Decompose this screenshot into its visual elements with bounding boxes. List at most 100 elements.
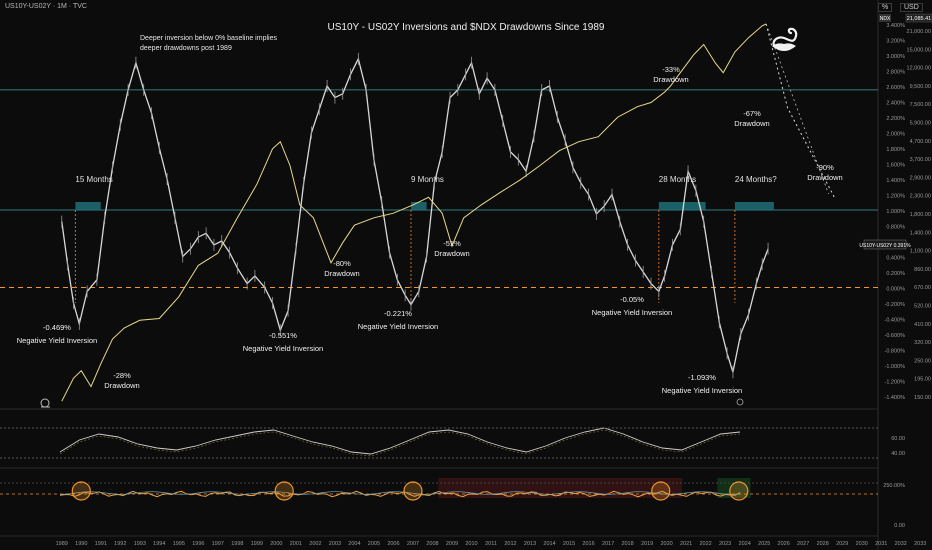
- inversion-value-label: -0.05%: [620, 295, 644, 304]
- right-axis-tick: 3,700.00: [910, 157, 931, 163]
- zone-box: [75, 202, 101, 210]
- ndx-series-line: [61, 23, 767, 402]
- right-axis-tick: 520.00: [914, 304, 931, 310]
- chart-note: Deeper inversion below 0% baseline impli…: [140, 35, 277, 42]
- left-axis-tick: -1.400%: [885, 395, 906, 401]
- inversion-text-label: Negative Yield Inversion: [358, 322, 438, 331]
- x-axis-tick: 2025: [758, 541, 770, 547]
- x-axis-tick: 2005: [368, 541, 380, 547]
- x-axis-tick: 2015: [563, 541, 575, 547]
- oscillator-1-tick: 60.00: [891, 436, 905, 442]
- left-axis-tick: 2.400%: [886, 101, 905, 107]
- swan-logo-icon: [772, 27, 798, 51]
- zone-label: 9 Months: [411, 175, 444, 184]
- zone-box: [658, 202, 706, 210]
- x-axis-tick: 2027: [797, 541, 809, 547]
- oscillator-2-tick: 0.00: [894, 523, 905, 529]
- right-axis-tick: 1,400.00: [910, 230, 931, 236]
- x-axis-tick: 2012: [504, 541, 516, 547]
- zone-box: [734, 202, 774, 210]
- inversion-text-label: Negative Yield Inversion: [592, 308, 672, 317]
- ndx-price-label: 21,085.41: [907, 16, 931, 22]
- drawdown-value-label: -33%: [662, 65, 680, 74]
- right-axis-tick: 21,000.00: [907, 29, 931, 35]
- x-axis-tick: 1994: [153, 541, 165, 547]
- x-axis-tick: 1999: [251, 541, 263, 547]
- usd-scale-button[interactable]: USD: [900, 3, 923, 12]
- left-axis-tick: 1.200%: [886, 194, 905, 200]
- drawdown-text-label: Drawdown: [104, 381, 139, 390]
- left-axis-tick: 2.800%: [886, 70, 905, 76]
- drawdown-text-label: Drawdown: [434, 249, 469, 258]
- left-axis-tick: 3.400%: [886, 23, 905, 29]
- zone-label: 15 Months: [75, 175, 112, 184]
- inversion-value-label: -0.551%: [269, 331, 297, 340]
- inversion-text-label: Negative Yield Inversion: [662, 386, 742, 395]
- right-axis-tick: 1,800.00: [910, 212, 931, 218]
- zone-label: 28 Months: [659, 175, 696, 184]
- x-axis-tick: 2020: [660, 541, 672, 547]
- oscillator-2-signal: [59, 491, 741, 495]
- x-axis-tick: 2016: [582, 541, 594, 547]
- percent-scale-button[interactable]: %: [878, 3, 893, 12]
- x-axis-tick: 2033: [914, 541, 926, 547]
- chart-note: deeper drawdowns post 1989: [140, 45, 232, 52]
- oscillator-1-tick: 40.00: [891, 451, 905, 457]
- zone-label: 24 Months?: [735, 175, 777, 184]
- x-axis-tick: 2013: [524, 541, 536, 547]
- x-axis-tick: 1997: [212, 541, 224, 547]
- x-axis-tick: 2004: [348, 541, 360, 547]
- inversion-value-label: -0.221%: [384, 309, 412, 318]
- x-axis-tick: 1998: [231, 541, 243, 547]
- right-axis-tick: 5,900.00: [910, 121, 931, 127]
- left-axis-tick: -0.800%: [885, 349, 906, 355]
- x-axis-tick: 2001: [290, 541, 302, 547]
- drawdown-value-label: -90%: [816, 163, 834, 172]
- x-axis-tick: 1990: [75, 541, 87, 547]
- projected-drawdown-path: [765, 23, 829, 194]
- left-axis-tick: 1.600%: [886, 163, 905, 169]
- right-axis-tick: 860.00: [914, 267, 931, 273]
- zone-box: [411, 202, 427, 210]
- right-axis-tick: 2,900.00: [910, 175, 931, 181]
- inversion-text-label: Negative Yield Inversion: [17, 336, 97, 345]
- x-axis-tick: 2024: [739, 541, 751, 547]
- right-axis-tick: 250.00: [914, 358, 931, 364]
- x-axis-tick: 2000: [270, 541, 282, 547]
- ndx-price-tag: [905, 13, 932, 23]
- spread-price-tag: [863, 239, 907, 250]
- right-axis-tick: 1,100.00: [910, 249, 931, 255]
- x-axis-tick: 1993: [134, 541, 146, 547]
- left-axis-tick: -0.400%: [885, 318, 906, 324]
- x-axis-tick: 2023: [719, 541, 731, 547]
- drawdown-value-label: -80%: [333, 259, 351, 268]
- right-axis-tick: 670.00: [914, 285, 931, 291]
- inversion-text-label: Negative Yield Inversion: [243, 344, 323, 353]
- left-axis-tick: -0.600%: [885, 333, 906, 339]
- right-axis-tick: 7,500.00: [910, 102, 931, 108]
- left-axis-tick: 0.000%: [886, 287, 905, 293]
- x-axis-tick: 1991: [95, 541, 107, 547]
- x-axis-tick: 2009: [446, 541, 458, 547]
- left-axis-tick: 2.200%: [886, 116, 905, 122]
- x-axis-tick: 2017: [602, 541, 614, 547]
- oscillator-2-tick: 250.00%: [883, 483, 905, 489]
- drawdown-text-label: Drawdown: [324, 269, 359, 278]
- left-axis-tick: 0.800%: [886, 225, 905, 231]
- x-axis-tick: 1992: [114, 541, 126, 547]
- inversion-value-label: -1.093%: [688, 373, 716, 382]
- right-axis-tick: 410.00: [914, 322, 931, 328]
- projected-drawdown-path: [765, 23, 835, 198]
- snail-icon: [40, 398, 50, 408]
- chart-symbol-header: US10Y-US02Y · 1M · TVC: [5, 3, 87, 10]
- x-axis-tick: 2011: [485, 541, 497, 547]
- x-axis-tick: 2030: [856, 541, 868, 547]
- x-axis-tick: 2022: [699, 541, 711, 547]
- left-axis-tick: 2.600%: [886, 85, 905, 91]
- left-axis-tick: 1.800%: [886, 147, 905, 153]
- x-axis-tick: 2014: [543, 541, 555, 547]
- x-axis-tick: 1996: [192, 541, 204, 547]
- drawdown-value-label: -67%: [743, 109, 761, 118]
- x-axis-tick: 2010: [465, 541, 477, 547]
- signal-circle: [71, 481, 91, 501]
